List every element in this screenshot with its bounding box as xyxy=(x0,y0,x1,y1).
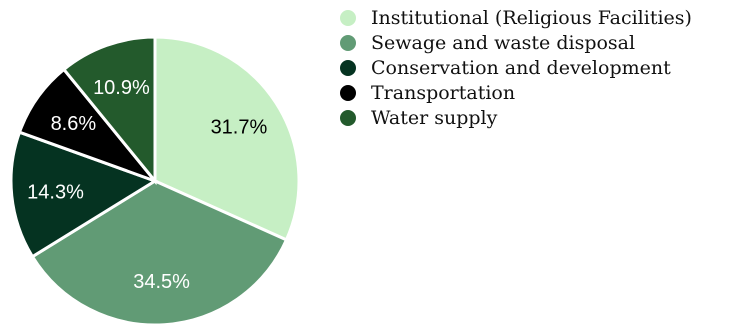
legend-label: Institutional (Religious Facilities) xyxy=(371,7,692,29)
legend-label: Sewage and waste disposal xyxy=(371,32,635,54)
legend-label: Conservation and development xyxy=(371,57,671,79)
legend-item: Sewage and waste disposal xyxy=(340,30,692,55)
legend-swatch xyxy=(340,35,356,51)
legend-swatch xyxy=(340,110,356,126)
slice-value-label: 8.6% xyxy=(51,113,97,135)
slice-value-label: 31.7% xyxy=(211,117,268,139)
legend-swatch xyxy=(340,60,356,76)
slice-value-label: 14.3% xyxy=(27,181,84,203)
legend-swatch xyxy=(340,85,356,101)
slice-value-label: 10.9% xyxy=(93,77,150,99)
legend-item: Conservation and development xyxy=(340,55,692,80)
legend-label: Water supply xyxy=(371,107,497,129)
legend-item: Water supply xyxy=(340,105,692,130)
legend-item: Institutional (Religious Facilities) xyxy=(340,5,692,30)
legend-item: Transportation xyxy=(340,80,692,105)
legend-label: Transportation xyxy=(371,82,515,104)
chart-legend: Institutional (Religious Facilities) Sewa… xyxy=(340,5,692,130)
legend-swatch xyxy=(340,10,356,26)
slice-value-label: 34.5% xyxy=(133,271,190,293)
